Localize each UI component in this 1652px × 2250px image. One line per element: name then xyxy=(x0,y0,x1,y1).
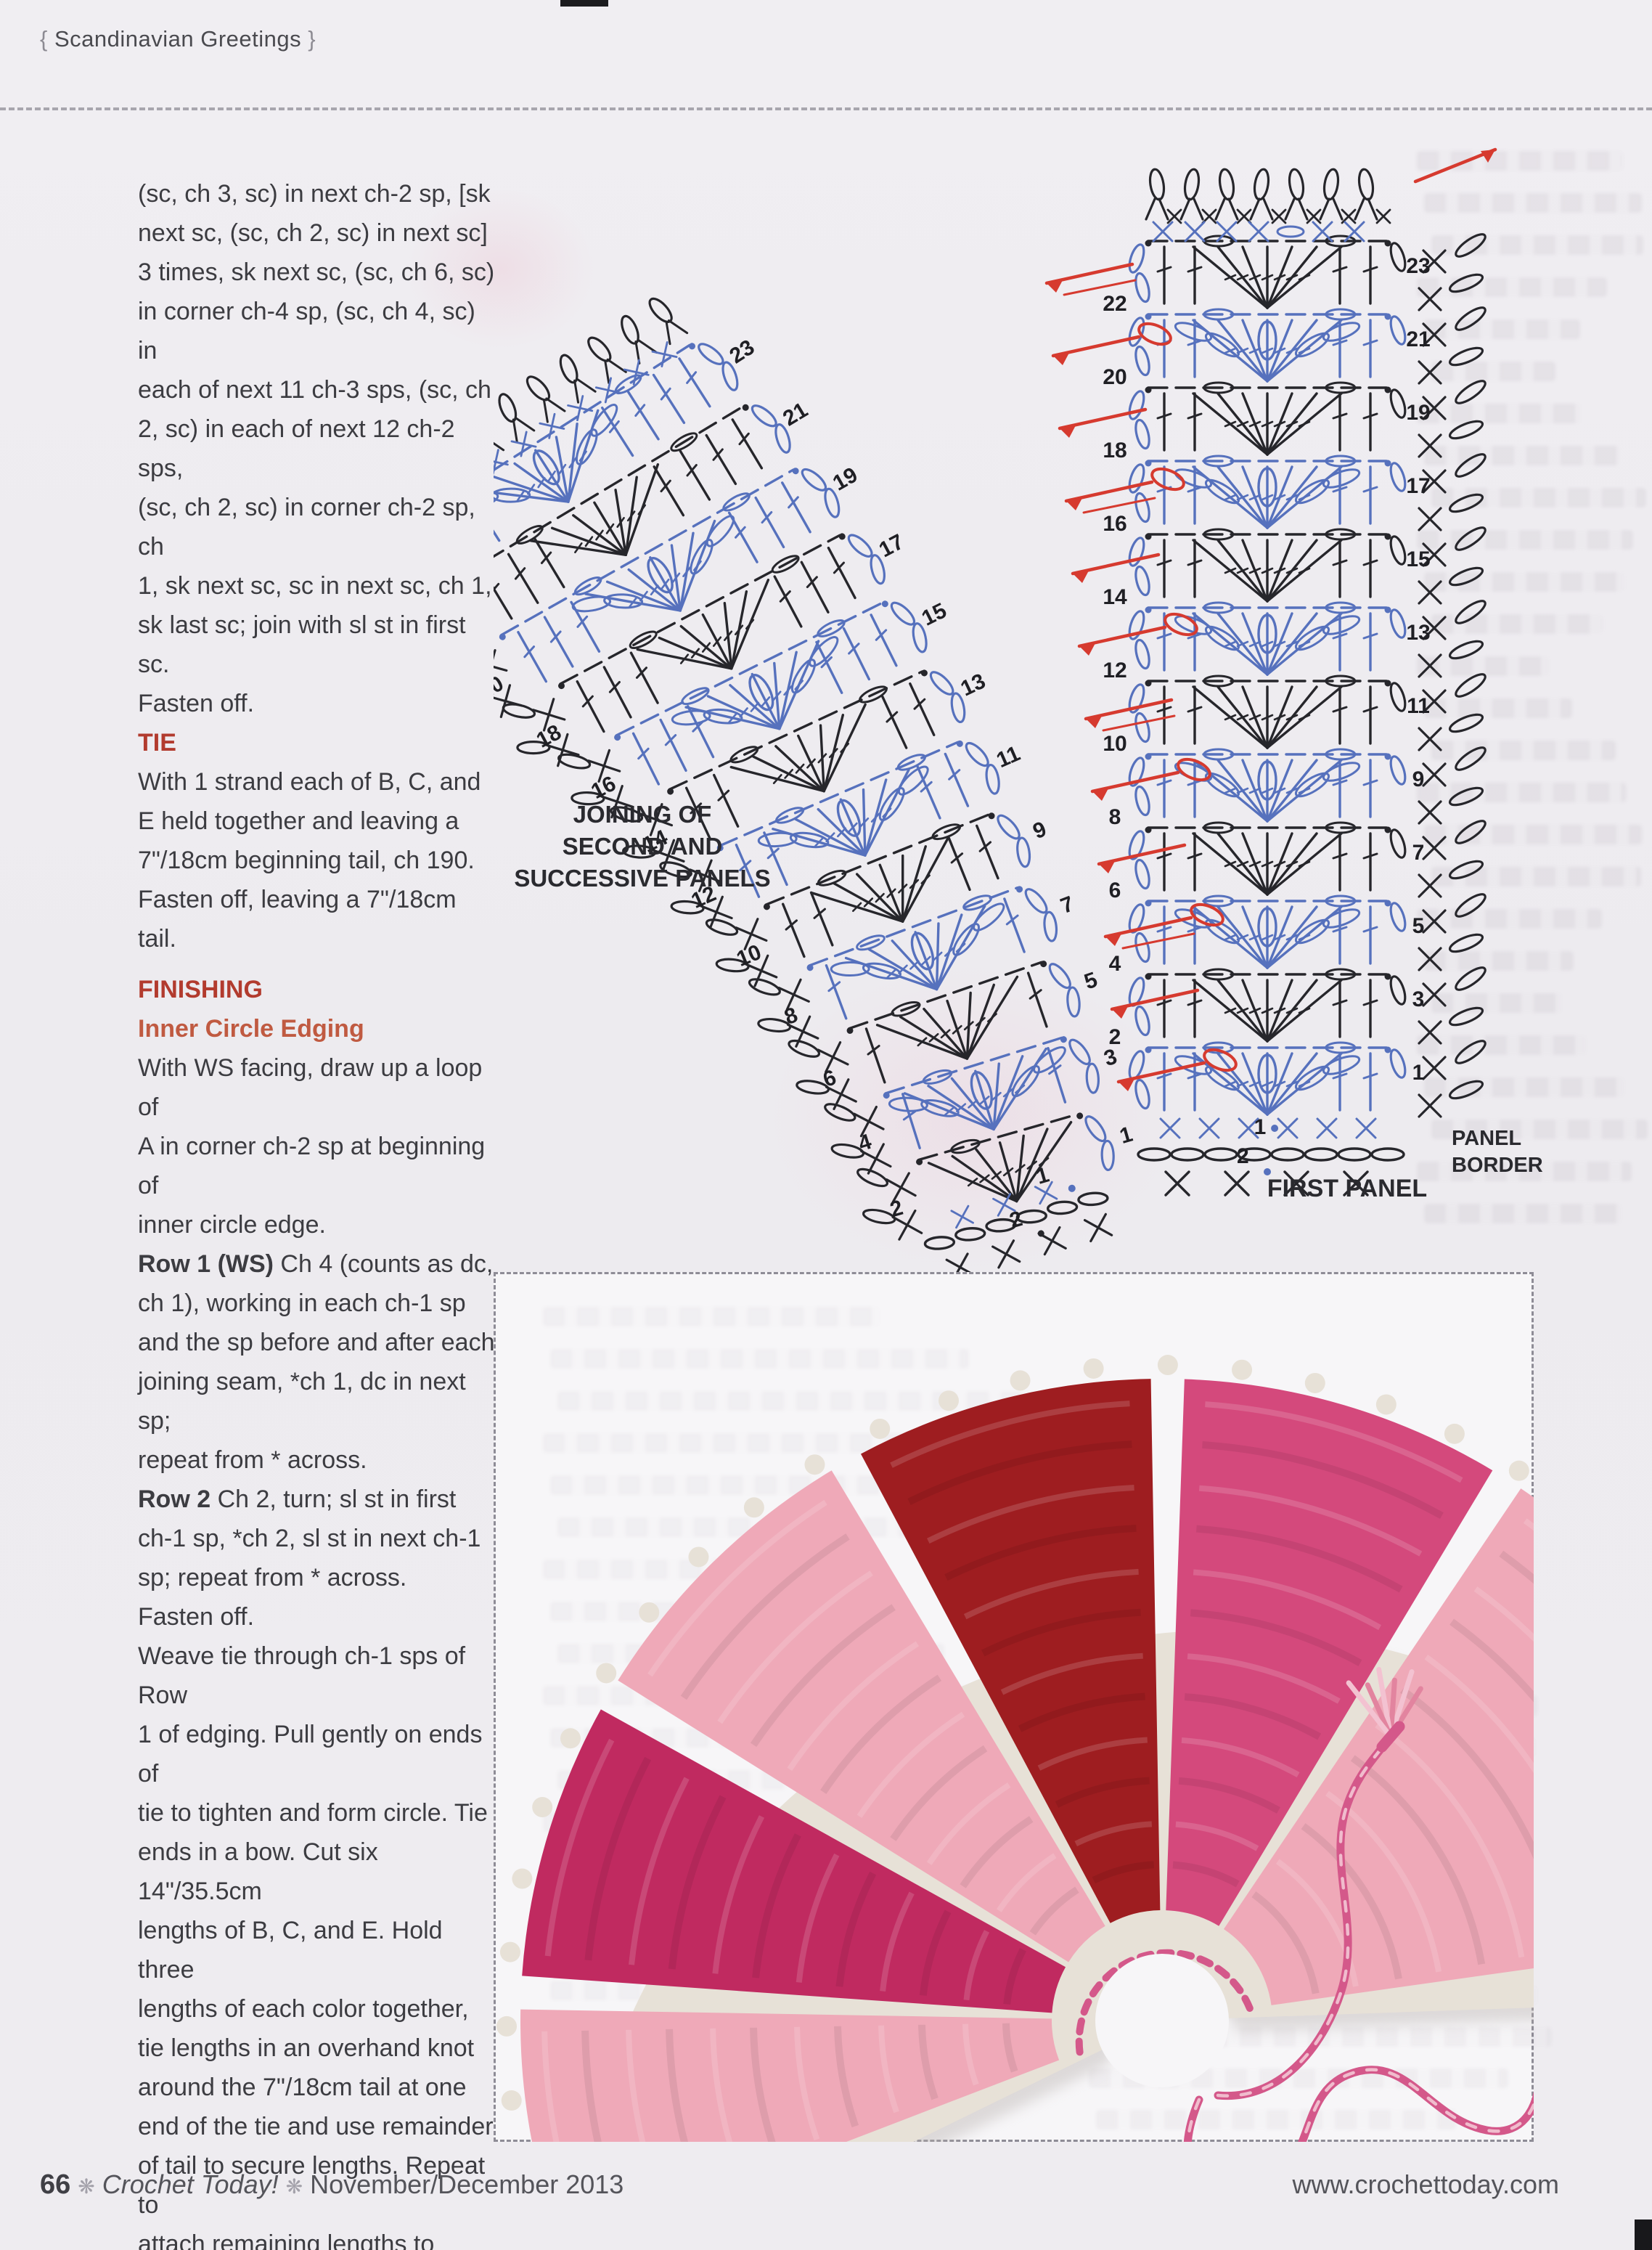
bleedthrough-line xyxy=(1431,235,1643,255)
fasten-off-line: Fasten off. xyxy=(138,1603,255,1631)
svg-text:11: 11 xyxy=(1407,694,1430,718)
bleedthrough-line xyxy=(1424,698,1572,718)
snowflake-icon: ❋ xyxy=(78,2175,95,2198)
tie-paragraph: With 1 strand each of B, C, and E held t… xyxy=(138,768,481,953)
bleedthrough-line xyxy=(1417,277,1607,297)
bleedthrough-line xyxy=(1431,1120,1648,1139)
svg-text:9: 9 xyxy=(1412,767,1425,791)
magazine-title: Crochet Today! xyxy=(102,2169,279,2199)
bleedthrough-line xyxy=(1424,951,1574,971)
svg-text:17: 17 xyxy=(1406,474,1430,498)
scan-mark-top xyxy=(560,0,608,7)
svg-text:15: 15 xyxy=(1406,547,1430,571)
svg-text:7: 7 xyxy=(1058,892,1077,918)
issue-date: November/December 2013 xyxy=(310,2169,624,2199)
bleedthrough-line xyxy=(1424,319,1580,339)
svg-text:11: 11 xyxy=(993,741,1023,773)
bleedthrough-line xyxy=(1417,656,1550,676)
svg-text:23: 23 xyxy=(1406,254,1430,278)
svg-text:19: 19 xyxy=(1406,401,1430,425)
inner-circle-edging-subheading: Inner Circle Edging xyxy=(138,1015,364,1043)
tree-skirt-photo xyxy=(496,1355,1534,2142)
pattern-paragraph: (sc, ch 3, sc) in next ch-2 sp, [sk next… xyxy=(138,180,495,717)
svg-text:22: 22 xyxy=(1103,292,1126,316)
bleedthrough-line xyxy=(1424,193,1642,213)
bleedthrough-line xyxy=(1431,993,1562,1013)
dashed-divider xyxy=(0,107,1652,110)
bleedthrough-line xyxy=(1424,446,1620,465)
section-badge: { Scandinavian Greetings } xyxy=(40,26,316,52)
svg-text:1: 1 xyxy=(1117,1122,1135,1149)
svg-text:19: 19 xyxy=(829,462,862,495)
svg-text:5: 5 xyxy=(1081,968,1101,995)
badge-title: Scandinavian Greetings xyxy=(47,26,308,52)
svg-text:15: 15 xyxy=(918,598,951,630)
svg-text:7: 7 xyxy=(1412,841,1425,865)
svg-text:2: 2 xyxy=(888,1196,906,1222)
tie-heading: TIE xyxy=(138,729,176,757)
svg-text:13: 13 xyxy=(1406,621,1430,645)
svg-text:18: 18 xyxy=(533,720,565,753)
svg-text:16: 16 xyxy=(1103,512,1126,536)
finishing-heading: FINISHING xyxy=(138,976,263,1003)
joining-panel-chart: 121234567891011121314151617181920212223 xyxy=(494,297,1135,1278)
svg-text:14: 14 xyxy=(1103,585,1127,609)
svg-text:8: 8 xyxy=(1109,805,1121,829)
row2-label: Row 2 xyxy=(138,1485,211,1513)
bleedthrough-line xyxy=(1417,1162,1632,1181)
bleedthrough-line xyxy=(543,1307,880,1326)
bleedthrough-line xyxy=(1417,404,1581,423)
badge-brace-right: } xyxy=(308,26,316,52)
badge-brace-left: { xyxy=(40,26,48,52)
bleedthrough-line xyxy=(550,1349,969,1369)
row1-label: Row 1 (WS) xyxy=(138,1250,274,1278)
snowflake-icon: ❋ xyxy=(285,2175,303,2198)
svg-text:4: 4 xyxy=(856,1130,875,1157)
svg-text:12: 12 xyxy=(1103,659,1126,682)
crochet-chart: 2321191715131197531222018161412108642121… xyxy=(494,147,1497,1278)
bleedthrough-line xyxy=(1417,530,1633,550)
chart-label-first-panel: FIRST PANEL xyxy=(1267,1175,1428,1202)
svg-text:20: 20 xyxy=(1103,365,1126,389)
svg-text:9: 9 xyxy=(1030,817,1050,844)
svg-text:18: 18 xyxy=(1103,439,1126,462)
svg-text:10: 10 xyxy=(1103,732,1126,756)
svg-text:17: 17 xyxy=(875,530,908,563)
weave-paragraph: Weave tie through ch-1 sps of Row 1 of e… xyxy=(138,1642,494,2250)
bleedthrough-line xyxy=(1424,1204,1622,1223)
svg-text:21: 21 xyxy=(1406,327,1430,351)
svg-text:2: 2 xyxy=(1237,1144,1249,1168)
row2-text: Ch 2, turn; sl st in first ch-1 sp, *ch … xyxy=(138,1485,481,1591)
pattern-text-column: (sc, ch 3, sc) in next ch-2 sp, [sk next… xyxy=(138,174,495,2250)
svg-text:1: 1 xyxy=(1254,1115,1267,1139)
svg-text:1: 1 xyxy=(1412,1061,1425,1085)
svg-text:3: 3 xyxy=(1412,987,1425,1011)
footer-left: 66 ❋ Crochet Today! ❋ November/December … xyxy=(40,2169,623,2201)
svg-text:6: 6 xyxy=(820,1065,840,1092)
bleedthrough-line xyxy=(1417,909,1602,929)
svg-text:6: 6 xyxy=(1109,879,1121,902)
row1-paragraph: Row 1 (WS) Ch 4 (counts as dc, ch 1), wo… xyxy=(138,1244,495,1480)
svg-text:4: 4 xyxy=(1109,952,1121,976)
row1-text: Ch 4 (counts as dc, ch 1), working in ea… xyxy=(138,1250,495,1474)
joining-arrows xyxy=(1044,262,1238,1091)
row2-paragraph: Row 2 Ch 2, turn; sl st in first ch-1 sp… xyxy=(138,1480,495,1597)
svg-text:13: 13 xyxy=(957,669,989,701)
page-number: 66 xyxy=(40,2169,71,2200)
chart-label-panel-border: PANEL BORDER xyxy=(1452,1127,1543,1177)
svg-text:5: 5 xyxy=(1412,914,1425,938)
svg-text:10: 10 xyxy=(733,940,764,971)
website-url: www.crochettoday.com xyxy=(1292,2169,1559,2199)
scan-mark-corner xyxy=(1635,2220,1652,2250)
svg-text:2: 2 xyxy=(1109,1025,1121,1049)
bleedthrough-line xyxy=(1417,1035,1587,1055)
bleedthrough-line xyxy=(1096,2110,1456,2129)
finishing-paragraph: With WS facing, draw up a loop of A in c… xyxy=(138,1054,486,1239)
svg-text:8: 8 xyxy=(781,1003,801,1030)
svg-text:1: 1 xyxy=(1034,1163,1052,1189)
chart-caption-joining: JOINING OF SECOND AND SUCCESSIVE PANELS xyxy=(514,801,771,892)
